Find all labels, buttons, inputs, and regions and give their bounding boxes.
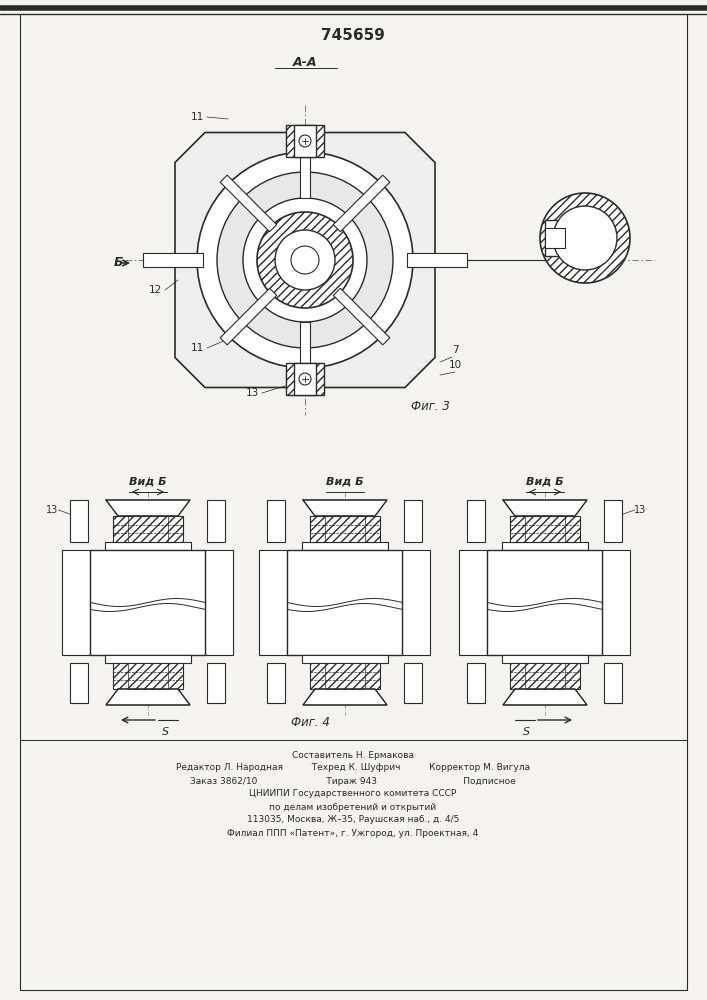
Text: 9: 9 [607,215,613,225]
Bar [300,322,310,385]
Bar [105,655,191,663]
Circle shape [243,198,367,322]
Text: Вид Б: Вид Б [129,477,167,487]
Text: Фиг. 4: Фиг. 4 [291,716,329,730]
Bar [407,253,467,267]
Bar [545,228,565,248]
Bar [113,516,183,542]
Bar [502,542,588,550]
Bar [545,220,575,256]
Text: 10: 10 [448,360,462,370]
Text: 745659: 745659 [321,27,385,42]
Text: S: S [523,727,530,737]
Text: S: S [163,727,170,737]
Circle shape [299,373,311,385]
Bar [207,500,226,542]
Bar [525,663,565,689]
Polygon shape [220,288,276,345]
Polygon shape [175,132,435,387]
Bar [267,500,286,542]
Bar [105,542,191,550]
Polygon shape [106,689,190,705]
Text: 7: 7 [452,345,458,355]
Circle shape [553,206,617,270]
Bar [302,542,388,550]
Bar [602,550,631,655]
Circle shape [291,246,319,274]
Polygon shape [333,288,390,345]
Text: Б: Б [113,256,123,269]
Text: ЦНИИПИ Государственного комитета СССР: ЦНИИПИ Государственного комитета СССР [250,790,457,798]
Circle shape [299,135,311,147]
Text: Филиал ППП «Патент», г. Ужгород, ул. Проектная, 4: Филиал ППП «Патент», г. Ужгород, ул. Про… [228,828,479,838]
Polygon shape [333,175,390,232]
Bar [302,655,388,663]
Bar [310,516,380,542]
Bar [294,363,316,395]
Text: А-А: А-А [293,55,317,68]
Text: 12: 12 [148,285,162,295]
Bar [62,550,90,655]
Bar [128,663,168,689]
Circle shape [275,230,335,290]
Bar [71,663,88,703]
Text: 13: 13 [245,388,259,398]
Bar [310,663,380,689]
Bar [604,663,622,703]
Bar [286,125,324,157]
Bar [402,550,431,655]
Bar [90,550,206,655]
Bar [143,253,203,267]
Bar [267,663,286,703]
Bar [286,363,324,395]
Bar [510,663,580,689]
Circle shape [197,152,413,368]
Text: Вид Б: Вид Б [526,477,563,487]
Bar [113,663,183,689]
Bar [288,550,402,655]
Polygon shape [220,175,276,232]
Text: 13: 13 [47,505,59,515]
Bar [502,655,588,663]
Text: Составитель Н. Ермакова: Составитель Н. Ермакова [292,750,414,760]
Bar [71,500,88,542]
Bar [325,663,365,689]
Polygon shape [106,500,190,516]
Bar [404,663,423,703]
Polygon shape [303,500,387,516]
Circle shape [540,193,630,283]
Text: Фиг. 3: Фиг. 3 [411,399,450,412]
Polygon shape [303,689,387,705]
Text: Редактор Л. Народная          Техред К. Шуфрич          Корректор М. Вигула: Редактор Л. Народная Техред К. Шуфрич Ко… [176,764,530,772]
Text: по делам изобретений и открытий: по делам изобретений и открытий [269,802,436,812]
Bar [404,500,423,542]
Text: l: l [544,477,547,487]
Bar [488,550,602,655]
Bar [604,500,622,542]
Bar [467,500,486,542]
Bar [525,516,565,542]
Bar [294,125,316,157]
Bar [325,516,365,542]
Polygon shape [503,500,587,516]
Text: 13: 13 [634,505,647,515]
Polygon shape [503,689,587,705]
Text: l: l [146,477,149,487]
Bar [510,516,580,542]
Bar [206,550,233,655]
Text: Вид Б: Вид Б [326,477,364,487]
Bar [467,663,486,703]
Bar [300,125,310,198]
Text: 113035, Москва, Ж–35, Раушская наб., д. 4/5: 113035, Москва, Ж–35, Раушская наб., д. … [247,816,459,824]
Bar [128,516,168,542]
Bar [460,550,488,655]
Bar [259,550,288,655]
Text: Заказ 3862/10                        Тираж 943                              Подп: Заказ 3862/10 Тираж 943 Подп [190,776,516,786]
Bar [207,663,226,703]
Text: 11: 11 [190,343,204,353]
Circle shape [257,212,353,308]
Text: 11: 11 [190,112,204,122]
Circle shape [217,172,393,348]
Text: 8: 8 [607,250,613,260]
